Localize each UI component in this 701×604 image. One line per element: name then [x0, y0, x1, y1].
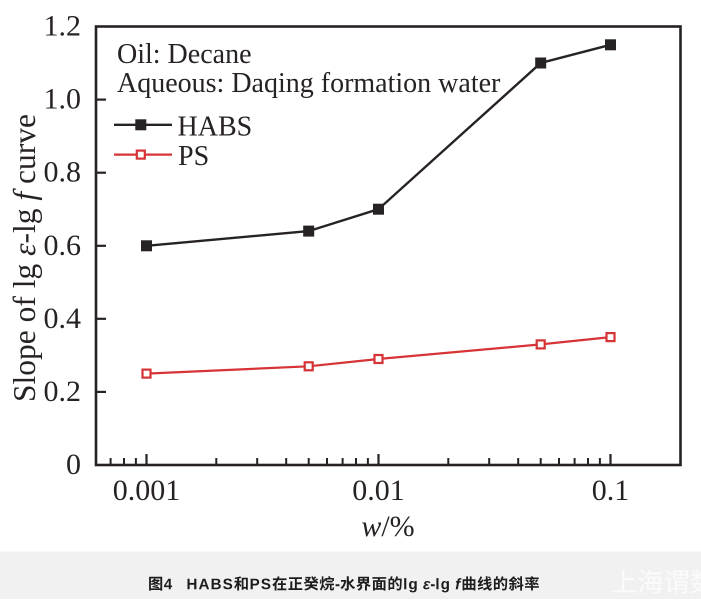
svg-text:PS: PS: [178, 141, 209, 172]
svg-text:0.4: 0.4: [44, 302, 82, 335]
svg-text:0.1: 0.1: [592, 474, 630, 507]
svg-text:0.6: 0.6: [44, 229, 82, 262]
svg-text:w/%: w/%: [361, 510, 414, 543]
svg-text:HABS: HABS: [178, 112, 253, 143]
svg-text:0.01: 0.01: [352, 474, 405, 507]
svg-text:0: 0: [66, 448, 81, 481]
svg-text:Slope of lg ε-lg f curve: Slope of lg ε-lg f curve: [7, 114, 42, 402]
svg-text:Oil: Decane: Oil: Decane: [117, 39, 252, 70]
svg-text:1.0: 1.0: [44, 83, 82, 116]
svg-text:0.8: 0.8: [44, 156, 82, 189]
svg-text:0.001: 0.001: [113, 474, 181, 507]
svg-text:1.2: 1.2: [44, 10, 82, 43]
svg-text:Aqueous: Daqing formation wate: Aqueous: Daqing formation water: [117, 68, 501, 99]
svg-text:0.2: 0.2: [44, 375, 82, 408]
